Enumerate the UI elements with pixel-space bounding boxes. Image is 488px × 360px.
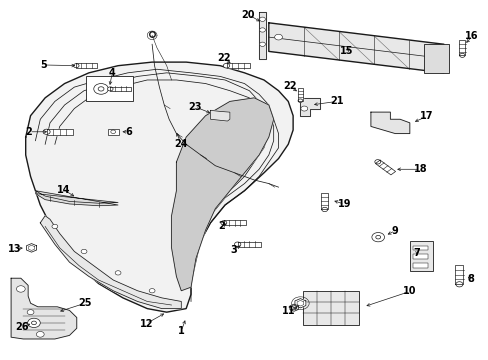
Text: 3: 3 [230,245,237,255]
Circle shape [94,84,108,94]
Circle shape [298,99,302,103]
Circle shape [259,28,265,32]
Circle shape [81,249,87,253]
Circle shape [111,130,115,134]
Circle shape [371,233,384,242]
Text: 8: 8 [466,274,473,284]
Circle shape [115,271,121,275]
Circle shape [274,34,282,40]
Circle shape [28,318,40,328]
Text: 6: 6 [125,127,132,137]
Text: 4: 4 [109,68,115,78]
Polygon shape [76,63,97,68]
Text: 17: 17 [419,111,433,121]
Polygon shape [321,193,327,210]
Text: 10: 10 [402,287,416,296]
Text: 14: 14 [57,185,70,195]
Text: 23: 23 [188,102,201,112]
Text: 7: 7 [413,248,420,258]
Text: 22: 22 [216,53,230,63]
Text: 13: 13 [8,244,21,253]
Text: 9: 9 [391,226,398,236]
Polygon shape [46,129,73,135]
Polygon shape [210,111,229,121]
Circle shape [375,235,380,239]
Polygon shape [289,304,298,311]
Bar [424,44,448,73]
Circle shape [374,159,380,164]
Circle shape [455,282,462,287]
Circle shape [223,63,229,68]
Text: 16: 16 [465,31,478,41]
Polygon shape [297,88,303,101]
Circle shape [31,321,36,325]
Circle shape [221,221,226,225]
Circle shape [259,42,265,46]
Circle shape [17,286,25,292]
Text: 22: 22 [283,81,296,91]
Text: 19: 19 [337,199,351,209]
Text: 26: 26 [15,322,28,332]
Text: 25: 25 [78,298,92,308]
Text: 2: 2 [218,221,224,231]
Bar [302,291,358,325]
Circle shape [107,87,113,91]
Bar [108,129,118,135]
Polygon shape [458,40,465,55]
Polygon shape [35,191,118,206]
Circle shape [321,207,327,212]
Polygon shape [26,62,292,312]
Circle shape [36,332,44,337]
Text: 5: 5 [40,60,47,70]
Text: 1: 1 [178,326,184,336]
Polygon shape [226,63,249,68]
Polygon shape [259,12,266,59]
Bar [409,241,432,271]
Bar [412,263,427,267]
Circle shape [73,64,79,68]
Bar [86,76,132,102]
Circle shape [234,242,241,247]
Circle shape [259,17,265,21]
Circle shape [459,53,464,57]
Text: 11: 11 [281,306,294,316]
Polygon shape [224,220,245,225]
Polygon shape [294,298,305,308]
Bar [412,254,427,259]
Polygon shape [300,98,319,116]
Polygon shape [375,160,395,175]
Text: 12: 12 [139,319,153,329]
Circle shape [300,106,307,111]
Text: 20: 20 [241,10,255,19]
Polygon shape [370,112,409,134]
Circle shape [43,129,50,134]
Circle shape [27,310,34,315]
Circle shape [149,289,155,293]
Polygon shape [268,23,443,73]
Polygon shape [454,265,463,284]
Text: 15: 15 [339,46,353,57]
Polygon shape [26,244,37,252]
Text: 18: 18 [413,164,427,174]
Polygon shape [110,87,130,91]
Text: 2: 2 [26,127,32,137]
Polygon shape [11,278,77,339]
Circle shape [52,224,58,229]
Bar [412,246,427,250]
Polygon shape [237,242,261,247]
Circle shape [98,87,104,91]
Text: 21: 21 [329,96,343,107]
Text: 24: 24 [174,139,188,149]
Polygon shape [40,216,181,309]
Polygon shape [171,98,273,291]
